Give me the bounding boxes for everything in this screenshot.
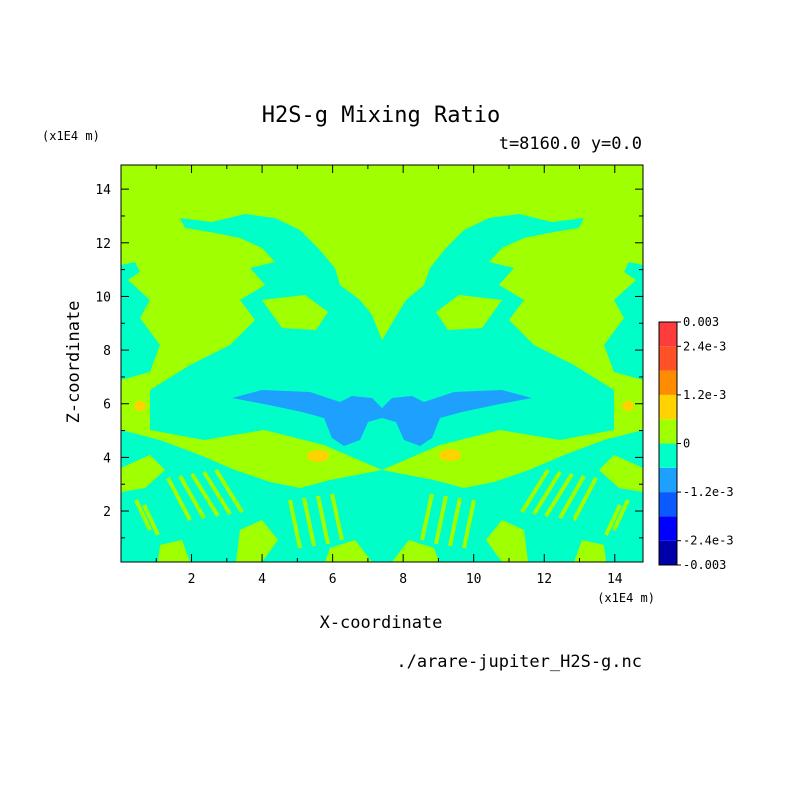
lower-gap-3 [236, 520, 278, 562]
lower-gap-4 [486, 520, 528, 562]
colorbar-label: -0.003 [683, 558, 726, 572]
lower-gap-1 [121, 455, 165, 492]
x-unit-label: (x1E4 m) [597, 591, 655, 605]
colorbar-label: 1.2e-3 [683, 388, 726, 402]
y-unit-label: (x1E4 m) [42, 129, 100, 143]
colorbar: 0.003 2.4e-3 1.2e-3 0 -1.2e-3 -2.4e-3 -0.003 [658, 315, 734, 572]
central-plume [150, 214, 614, 470]
stripes-left [134, 468, 344, 549]
colorbar-label: 0.003 [683, 315, 719, 329]
footer-filename: ./arare-jupiter_H2S-g.nc [396, 652, 642, 672]
plume-gap-right [532, 262, 594, 300]
left-fringe [121, 262, 160, 380]
lower-gap-7 [158, 540, 190, 562]
colorbar-label: -1.2e-3 [683, 485, 734, 499]
colorbar-segment [659, 516, 677, 541]
colorbar-segment [659, 322, 677, 347]
y-tick-label: 6 [103, 398, 111, 413]
edge-maximum-right [622, 401, 634, 411]
y-axis-label: Z-coordinate [64, 301, 84, 424]
colorbar-label: 0 [683, 437, 690, 451]
x-tick-label: 2 [188, 572, 196, 587]
side-maximum-left [307, 450, 329, 462]
colorbar-label: -2.4e-3 [683, 534, 734, 548]
y-tick-label: 14 [95, 183, 111, 198]
chart-title: H2S-g Mixing Ratio [262, 103, 500, 128]
colorbar-segment [659, 540, 677, 565]
colorbar-segment [659, 492, 677, 517]
x-tick-label: 6 [329, 572, 337, 587]
colorbar-segment [659, 419, 677, 444]
x-tick-label: 8 [399, 572, 407, 587]
colorbar-segment [659, 346, 677, 371]
plume-gap-left [170, 262, 232, 300]
plot-frame [120, 164, 644, 563]
chart-subtitle: t=8160.0 y=0.0 [499, 134, 642, 154]
colorbar-label: 2.4e-3 [683, 339, 726, 353]
colorbar-segment [659, 443, 677, 468]
x-tick-label: 4 [258, 572, 266, 587]
heatmap-field [121, 165, 643, 562]
x-tick-label: 14 [607, 572, 623, 587]
core-minimum [232, 390, 532, 446]
y-tick-label: 2 [103, 505, 111, 520]
lower-gap-8 [574, 540, 606, 562]
edge-maximum-left [134, 401, 146, 411]
y-axis: 2 4 6 8 10 12 14 [95, 183, 643, 539]
side-maximum-right [439, 449, 461, 461]
lower-gap-6 [392, 540, 439, 562]
x-axis: 2 4 6 8 10 12 14 [155, 165, 623, 587]
x-tick-label: 12 [536, 572, 552, 587]
plume-gap-right2 [436, 295, 502, 330]
y-tick-label: 12 [95, 237, 111, 252]
x-tick-label: 10 [466, 572, 482, 587]
y-tick-label: 4 [103, 451, 111, 466]
right-fringe [604, 262, 643, 380]
colorbar-segment [659, 370, 677, 395]
plume-gap-left2 [262, 295, 328, 330]
y-tick-label: 8 [103, 344, 111, 359]
stripes-right [420, 468, 630, 549]
lower-gap-5 [325, 540, 372, 562]
x-axis-label: X-coordinate [320, 613, 443, 633]
y-tick-label: 10 [95, 290, 111, 305]
lower-gap-2 [599, 455, 643, 492]
colorbar-segment [659, 467, 677, 493]
colorbar-segment [659, 394, 677, 420]
